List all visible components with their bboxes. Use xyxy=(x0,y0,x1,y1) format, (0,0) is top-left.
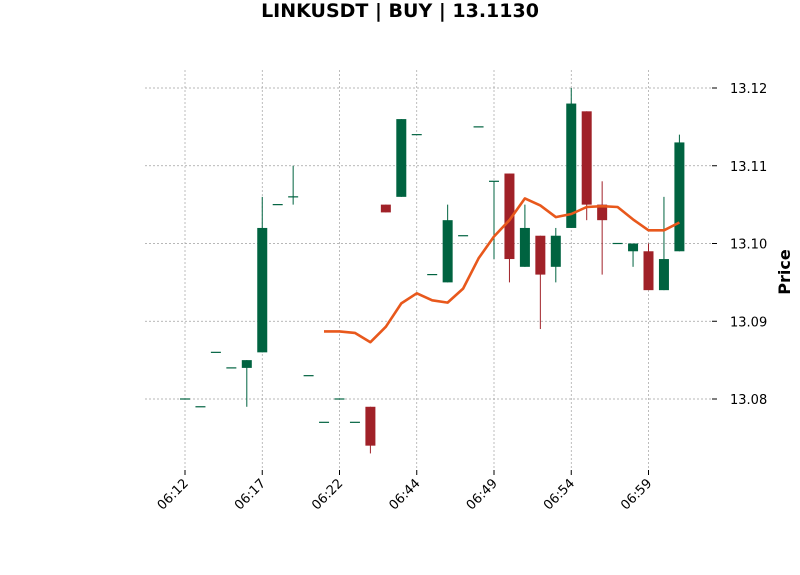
candle xyxy=(489,180,499,260)
candle xyxy=(674,134,685,252)
candle-body xyxy=(365,406,376,446)
candle xyxy=(628,243,639,267)
candle xyxy=(396,119,407,197)
y-tick-label: 13.08 xyxy=(730,393,767,408)
moving-average xyxy=(324,197,680,344)
candle xyxy=(288,165,299,205)
chart-title: LINKUSDT | BUY | 13.1130 xyxy=(261,0,539,22)
candle xyxy=(581,111,592,221)
candle xyxy=(380,204,391,213)
candle-body xyxy=(581,111,592,205)
candle xyxy=(442,204,453,283)
candle-body xyxy=(658,259,669,291)
candles xyxy=(180,88,685,454)
x-tick-label: 06:49 xyxy=(464,476,501,513)
y-axis-label: Price xyxy=(775,249,794,295)
candle xyxy=(643,243,654,291)
candle xyxy=(535,235,546,330)
candle-body xyxy=(643,251,654,291)
x-tick-label: 06:44 xyxy=(386,476,423,513)
candle xyxy=(504,173,515,283)
y-tick-label: 13.09 xyxy=(730,315,767,330)
candle xyxy=(566,88,577,228)
candle-body xyxy=(566,103,577,228)
candle-body xyxy=(396,119,407,197)
candle-body xyxy=(550,235,561,267)
candle-body xyxy=(257,227,268,353)
x-axis: 06:12 06:17 06:22 06:44 06:49 06:54 06:59 xyxy=(155,470,655,513)
candle xyxy=(597,181,608,275)
x-tick-label: 06:59 xyxy=(618,476,655,513)
candle xyxy=(658,196,669,291)
candle-body xyxy=(628,243,639,252)
candle-body xyxy=(519,227,530,267)
candle-body xyxy=(504,173,515,260)
candle-body xyxy=(442,220,453,283)
candle xyxy=(365,406,376,454)
moving-average-line xyxy=(324,197,680,344)
y-tick-label: 13.12 xyxy=(730,82,767,97)
x-tick-label: 06:22 xyxy=(309,476,346,513)
candle-body xyxy=(380,204,391,213)
candle xyxy=(241,360,252,407)
x-tick-label: 06:54 xyxy=(541,476,578,513)
candle xyxy=(257,196,268,353)
candle xyxy=(550,227,561,283)
y-tick-label: 13.10 xyxy=(730,238,767,253)
candle-body xyxy=(597,204,608,221)
candle-body xyxy=(535,235,546,275)
y-tick-label: 13.11 xyxy=(730,160,767,175)
x-tick-label: 06:12 xyxy=(155,476,192,513)
candle xyxy=(519,204,530,267)
x-tick-label: 06:17 xyxy=(232,476,269,513)
candle-body xyxy=(674,142,685,252)
grid xyxy=(145,70,712,470)
candle-body xyxy=(241,360,252,368)
y-axis: 13.08 13.09 13.10 13.11 13.12 xyxy=(712,82,767,408)
